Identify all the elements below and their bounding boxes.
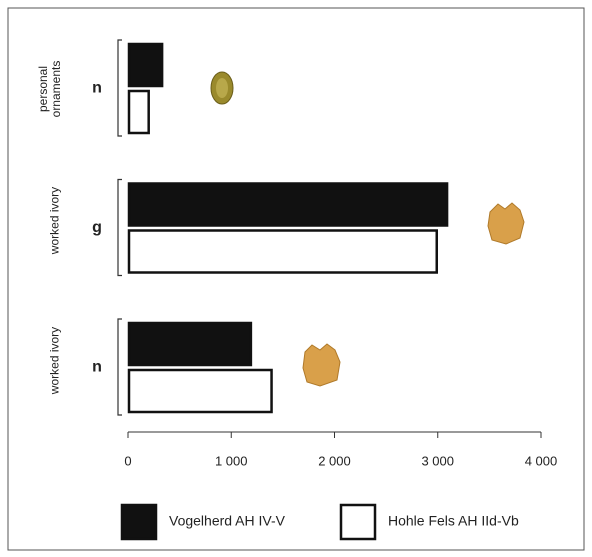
bar xyxy=(129,370,272,412)
x-tick-label: 4 000 xyxy=(525,453,558,468)
category-label: worked ivory xyxy=(49,310,62,410)
x-tick-label: 3 000 xyxy=(421,453,454,468)
group-bracket xyxy=(118,180,122,276)
group-bracket xyxy=(118,40,122,136)
category-label: personal ornaments xyxy=(37,49,63,129)
bar xyxy=(129,44,162,86)
group-unit: n xyxy=(92,359,102,376)
legend-swatch xyxy=(341,505,375,539)
bar xyxy=(129,323,251,365)
ivory-icon xyxy=(303,344,340,386)
chart: 0 1 000 2 000 3 000 4 000 n g n Vogelherd AH IV-… xyxy=(0,0,592,557)
group-unit: g xyxy=(92,219,102,236)
ivory-icon xyxy=(488,203,524,244)
group-unit: n xyxy=(92,80,102,97)
x-tick-label: 0 xyxy=(124,453,131,468)
x-tick-label: 1 000 xyxy=(215,453,248,468)
bar xyxy=(129,184,447,226)
group-bracket xyxy=(118,319,122,415)
category-label: worked ivory xyxy=(49,171,62,271)
bar xyxy=(129,231,437,273)
bar xyxy=(129,91,149,133)
legend-label: Vogelherd AH IV-V xyxy=(169,513,286,529)
ornament-icon xyxy=(211,72,233,104)
legend-label: Hohle Fels AH IId-Vb xyxy=(388,513,519,529)
x-tick-label: 2 000 xyxy=(318,453,351,468)
legend-swatch xyxy=(122,505,156,539)
figure: 0 1 000 2 000 3 000 4 000 n g n Vogelherd AH IV-… xyxy=(0,0,592,557)
